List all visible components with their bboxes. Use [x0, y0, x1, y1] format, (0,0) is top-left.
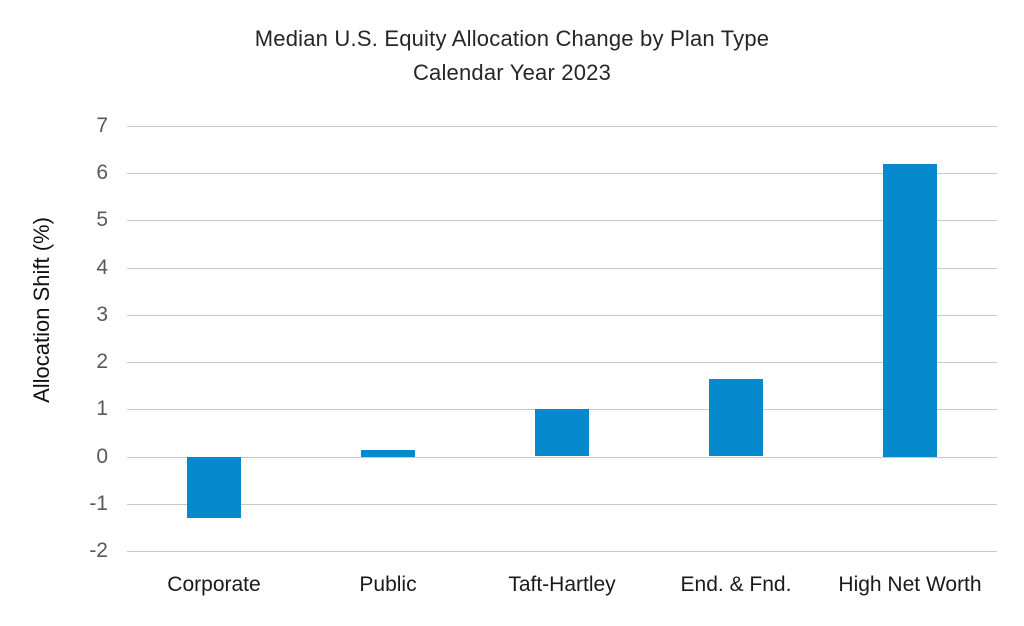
- gridline-y-7: [127, 126, 997, 127]
- gridline-y-2: [127, 362, 997, 364]
- bar-high-net-worth: [883, 163, 937, 457]
- gridline-y-3: [127, 314, 997, 316]
- chart-title-block: Median U.S. Equity Allocation Change by …: [0, 22, 1024, 90]
- y-tick-label-5: 5: [96, 208, 108, 232]
- y-tick-label-6: 6: [96, 161, 108, 185]
- x-axis-label-taft-hartley: Taft-Hartley: [508, 573, 616, 596]
- x-axis-label-public: Public: [359, 573, 417, 596]
- gridline-y--1: [127, 503, 997, 505]
- y-tick-label-0: 0: [96, 444, 108, 468]
- x-axis-label-corporate: Corporate: [167, 573, 261, 596]
- y-tick-label--1: -1: [89, 491, 108, 515]
- gridline-y-6: [127, 173, 997, 175]
- gridline-y-0: [127, 456, 997, 458]
- chart-subtitle: Calendar Year 2023: [412, 60, 612, 86]
- gridline-y-4: [127, 267, 997, 269]
- gridline-y--2: [127, 551, 997, 552]
- y-tick-label-1: 1: [96, 397, 108, 421]
- y-tick-label-2: 2: [96, 350, 108, 374]
- bar-end-fnd-: [709, 378, 763, 457]
- bar-public: [361, 449, 415, 457]
- x-axis-label-high-net-worth: High Net Worth: [838, 573, 982, 596]
- y-tick-label-4: 4: [96, 255, 108, 279]
- bar-taft-hartley: [535, 409, 589, 457]
- plot-area: [127, 126, 997, 552]
- bar-corporate: [187, 456, 241, 518]
- y-tick-label--2: -2: [89, 539, 108, 562]
- y-tick-label-3: 3: [96, 302, 108, 326]
- gridline-y-5: [127, 220, 997, 222]
- chart-title: Median U.S. Equity Allocation Change by …: [254, 26, 770, 51]
- y-tick-label-7: 7: [96, 114, 108, 137]
- x-axis-label-end-fnd-: End. & Fnd.: [680, 573, 792, 596]
